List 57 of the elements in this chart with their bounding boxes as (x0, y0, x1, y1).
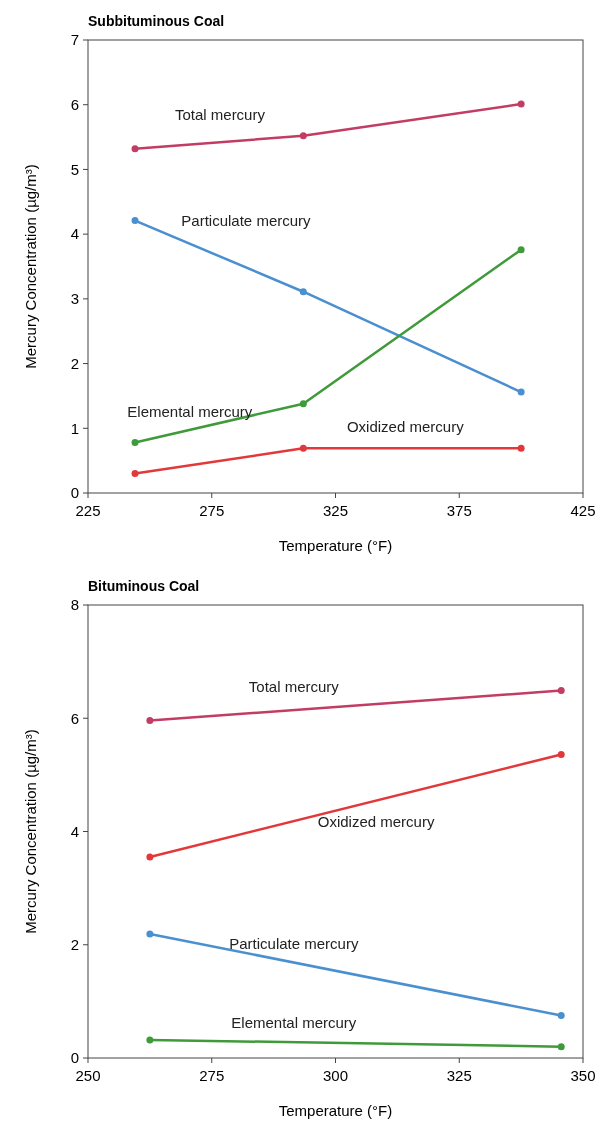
point (131, 470, 139, 478)
x-tick-label: 375 (446, 502, 472, 519)
x-tick-label: 225 (75, 502, 101, 519)
y-tick-label: 4 (70, 225, 79, 243)
y-tick-label: 0 (70, 1049, 79, 1067)
series-label: Total mercury (248, 678, 340, 696)
series-label: Particulate mercury (229, 934, 359, 952)
x-tick-label: 300 (322, 1067, 349, 1084)
y-tick-label: 6 (70, 709, 79, 727)
x-axis-title: Temperature (°F) (278, 1102, 393, 1119)
series-label: Oxidized mercury (317, 812, 435, 830)
point (557, 687, 565, 694)
point (517, 100, 525, 108)
y-tick-label: 6 (70, 95, 79, 113)
x-tick-label: 250 (75, 1067, 101, 1084)
y-tick-label: 3 (70, 290, 79, 308)
point (146, 853, 154, 861)
x-tick-label: 325 (322, 502, 349, 519)
point (517, 388, 525, 396)
point (131, 145, 139, 153)
point (146, 717, 154, 725)
y-tick-label: 2 (70, 354, 79, 372)
point (146, 930, 154, 938)
y-tick-label: 2 (70, 936, 79, 953)
point (557, 1043, 565, 1051)
point (131, 439, 139, 447)
point (557, 750, 565, 758)
point (517, 444, 525, 452)
y-tick-label: 8 (70, 596, 79, 614)
series-label: Elemental mercury (127, 402, 253, 420)
series-label: Oxidized mercury (346, 418, 465, 436)
point (299, 400, 307, 408)
y-tick-label: 7 (70, 31, 79, 49)
y-tick-label: 5 (70, 160, 79, 178)
y-axis-title: Mercury Concentration (µg/m³) (22, 164, 39, 369)
series-label: Elemental mercury (231, 1014, 357, 1032)
x-tick-label: 325 (446, 1067, 472, 1084)
point (299, 444, 307, 452)
point (299, 132, 307, 140)
y-axis-title: Mercury Concentration (µg/m³) (22, 729, 39, 934)
x-tick-label: 275 (199, 1067, 225, 1084)
y-tick-label: 1 (70, 419, 79, 437)
point (299, 288, 307, 296)
y-tick-label: 4 (70, 822, 79, 840)
point (557, 1012, 565, 1020)
x-tick-label: 350 (570, 1067, 596, 1084)
point (517, 246, 525, 254)
point (131, 217, 139, 225)
y-tick-label: 0 (70, 484, 79, 502)
chart-title: Subbituminous Coal (88, 13, 225, 29)
series-label: Total mercury (174, 106, 266, 124)
series-label: Particulate mercury (181, 212, 312, 230)
x-axis-title: Temperature (°F) (278, 537, 393, 554)
point (146, 1036, 154, 1044)
x-tick-label: 275 (199, 502, 225, 519)
x-tick-label: 425 (570, 502, 596, 519)
chart-title: Bituminous Coal (88, 578, 200, 594)
